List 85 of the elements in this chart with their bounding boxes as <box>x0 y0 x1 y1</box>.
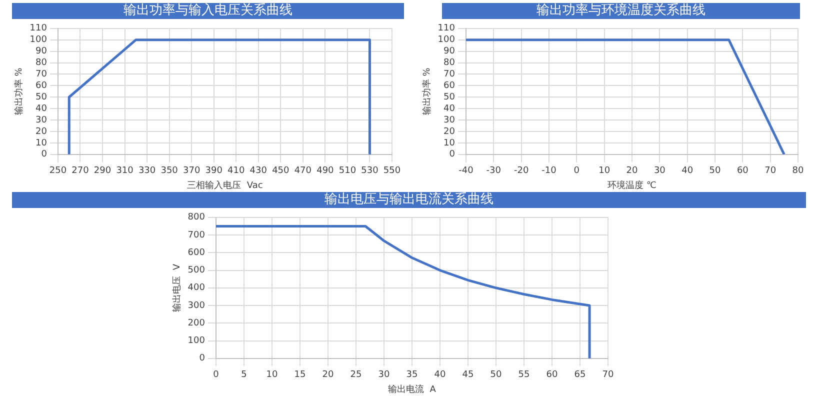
y-tick-label: 700 <box>188 230 206 240</box>
x-tick-label: 290 <box>94 166 112 176</box>
x-tick-label: 20 <box>322 370 334 380</box>
y-tick-label: 10 <box>444 138 456 148</box>
y-tick-label: 100 <box>438 35 456 46</box>
x-tick-label: 30 <box>378 370 390 380</box>
y-tick-label: 400 <box>188 283 206 294</box>
x-tick-label: 450 <box>272 166 290 176</box>
x-tick-label: 80 <box>792 166 804 176</box>
y-axis-title: 输出功率 % <box>422 67 433 116</box>
y-tick-label: 30 <box>36 115 48 126</box>
x-tick-label: -20 <box>514 166 529 176</box>
x-tick-label: 350 <box>160 166 178 176</box>
x-tick-label: -30 <box>486 166 502 176</box>
x-tick-label: 35 <box>406 370 418 380</box>
y-tick-label: 600 <box>188 248 206 258</box>
y-tick-label: 90 <box>36 46 48 57</box>
y-tick-label: 20 <box>36 126 48 137</box>
y-tick-label: 60 <box>444 81 456 92</box>
y-tick-label: 0 <box>199 354 206 364</box>
y-tick-label: 60 <box>36 81 48 92</box>
x-tick-label: -10 <box>542 166 557 176</box>
x-tick-label: 15 <box>294 370 306 380</box>
x-tick-label: 0 <box>213 370 220 380</box>
y-tick-label: 50 <box>36 92 48 102</box>
y-tick-label: 0 <box>41 150 48 160</box>
x-tick-label: 370 <box>182 166 200 176</box>
y-tick-label: 100 <box>188 336 206 346</box>
x-tick-label: 40 <box>682 166 694 176</box>
y-tick-label: 500 <box>188 266 206 276</box>
x-tick-label: -40 <box>458 166 474 176</box>
chart-title: 输出电压与输出电流关系曲线 <box>12 192 806 208</box>
y-tick-label: 0 <box>449 150 456 160</box>
x-tick-label: 25 <box>350 370 362 380</box>
y-tick-label: 110 <box>438 24 456 34</box>
x-tick-label: 270 <box>72 166 90 176</box>
x-tick-label: 70 <box>602 370 614 380</box>
y-tick-label: 100 <box>30 35 48 46</box>
x-tick-label: 470 <box>294 166 312 176</box>
x-tick-label: 5 <box>241 370 247 380</box>
x-tick-label: 330 <box>138 166 156 176</box>
x-tick-label: 70 <box>764 166 776 176</box>
y-tick-label: 40 <box>444 104 456 114</box>
x-tick-label: 550 <box>383 166 401 176</box>
y-tick-label: 40 <box>36 104 48 114</box>
chart-title: 输出功率与输入电压关系曲线 <box>12 3 404 19</box>
chart-title: 输出功率与环境温度关系曲线 <box>442 3 800 19</box>
x-tick-label: 50 <box>490 370 502 380</box>
y-tick-label: 30 <box>444 115 456 126</box>
x-axis-title: 环境温度 ℃ <box>608 180 656 191</box>
x-tick-label: 65 <box>574 370 586 380</box>
x-tick-label: 410 <box>228 166 245 176</box>
x-tick-label: 10 <box>266 370 278 380</box>
x-tick-label: 10 <box>598 166 610 176</box>
y-tick-label: 70 <box>444 70 456 80</box>
x-axis-title: 三相输入电压 Vac <box>187 180 263 191</box>
y-tick-label: 300 <box>188 300 206 311</box>
x-tick-label: 60 <box>546 370 558 380</box>
x-tick-label: 20 <box>626 166 638 176</box>
x-tick-label: 430 <box>250 166 268 176</box>
y-tick-label: 10 <box>36 138 48 148</box>
y-tick-label: 90 <box>444 46 456 57</box>
x-tick-label: 530 <box>361 166 379 176</box>
x-tick-label: 50 <box>709 166 721 176</box>
y-tick-label: 80 <box>36 58 48 68</box>
x-tick-label: 0 <box>574 166 580 176</box>
x-tick-label: 45 <box>462 370 474 380</box>
x-tick-label: 60 <box>736 166 749 176</box>
x-tick-label: 490 <box>316 166 334 176</box>
y-tick-label: 20 <box>444 126 456 137</box>
x-axis-title: 输出电流 A <box>388 384 437 395</box>
y-tick-label: 70 <box>36 70 48 80</box>
x-tick-label: 55 <box>518 370 530 380</box>
x-tick-label: 250 <box>49 166 67 176</box>
y-tick-label: 110 <box>30 24 48 34</box>
y-tick-label: 50 <box>444 92 456 102</box>
y-axis-title: 输出功率 % <box>14 67 25 116</box>
y-tick-label: 200 <box>188 318 206 328</box>
x-tick-label: 310 <box>116 166 134 176</box>
y-axis-title: 输出电压 V <box>172 263 183 312</box>
y-tick-label: 80 <box>444 58 456 68</box>
y-tick-label: 800 <box>188 212 206 223</box>
x-tick-label: 390 <box>205 166 223 176</box>
x-tick-label: 510 <box>338 166 356 176</box>
x-tick-label: 30 <box>654 166 666 176</box>
